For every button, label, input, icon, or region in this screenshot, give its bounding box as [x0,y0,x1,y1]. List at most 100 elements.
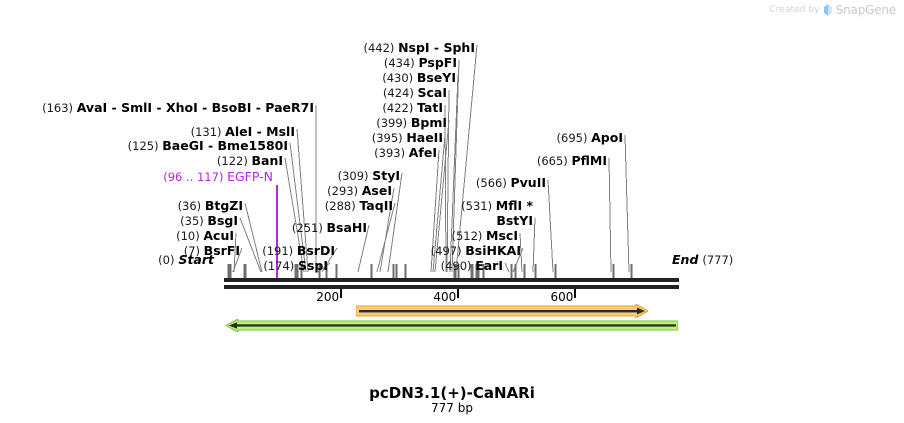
enzyme-name: BanI [251,153,283,168]
sequence-bar-bottom [224,285,679,289]
enzyme-position: (497) [430,244,466,258]
enzyme-name: HaeII [406,130,443,145]
enzyme-name: BstYI [496,213,533,228]
enzyme-name: BsiHKAI [465,243,521,258]
enzyme-position: (10) [176,229,204,243]
enzyme-name: EarI [475,258,503,273]
enzyme-label-bsihkai[interactable]: (497) BsiHKAI [430,243,521,259]
enzyme-name: BsgI [207,213,238,228]
enzyme-name-separator: - [203,138,218,153]
enzyme-label-nspi[interactable]: (442) NspI - SphI [363,40,475,56]
enzyme-position: (393) [374,146,409,160]
enzyme-label-haeii[interactable]: (395) HaeII [371,130,443,146]
enzyme-name: BsoBI [211,100,252,115]
enzyme-name: SspI [297,258,328,273]
enzyme-label-mfli[interactable]: (531) MflI * [461,198,533,214]
enzyme-label-avai[interactable]: (163) AvaI - SmlI - XhoI - BsoBI - PaeR7… [42,100,314,116]
enzyme-label-bseyi[interactable]: (430) BseYI [382,70,456,86]
ruler-tick [574,289,577,298]
enzyme-label-afei[interactable]: (393) AfeI [374,145,437,161]
enzyme-name-separator: - [197,100,212,115]
enzyme-position: (125) [127,139,163,153]
snapgene-brand: SnapGene [835,3,896,17]
enzyme-name-separator: - [251,100,266,115]
enzyme-label-scai[interactable]: (424) ScaI [383,86,447,101]
enzyme-label-asei[interactable]: (293) AseI [327,183,392,199]
enzyme-label-btgzi[interactable]: (36) BtgZI [177,198,243,214]
enzyme-name: BpmI [410,115,447,130]
enzyme-position: (174) [263,259,298,273]
enzyme-name: MslI [266,124,295,139]
enzyme-position: (490) [440,259,476,273]
enzyme-label-bani[interactable]: (122) BanI [216,153,283,169]
enzyme-position: (442) [363,41,399,55]
enzyme-label-acui[interactable]: (10) AcuI [176,228,234,244]
enzyme-label-bpmi[interactable]: (399) BpmI [376,115,447,131]
enzyme-label-pspfi[interactable]: (434) PspFI [384,56,457,71]
enzyme-position: (531) [461,199,496,213]
enzyme-name: MflI * [495,198,533,213]
enzyme-label-apoi[interactable]: (695) ApoI [556,131,623,146]
snapgene-logo-icon [823,4,832,16]
enzyme-name: AseI [361,183,392,198]
enzyme-name-separator: - [252,124,267,139]
enzyme-label-pvuii[interactable]: (566) PvuII [476,176,546,191]
enzyme-label-alei[interactable]: (131) AleI - MslI [190,124,295,140]
enzyme-position: (309) [337,169,373,183]
enzyme-label-bsrfi[interactable]: (7) BsrFI [183,243,240,259]
green-feature-arrow [224,317,679,336]
start-label: (0) Start [158,252,214,268]
enzyme-position: (399) [376,116,411,130]
enzyme-label-pflmi[interactable]: (665) PflMI [536,154,607,169]
enzyme-position: (163) [42,101,77,115]
enzyme-name: AcuI [203,228,234,243]
snapgene-watermark: Created by SnapGene [769,3,896,17]
enzyme-position: (36) [177,199,205,213]
enzyme-name: SphI [443,40,475,55]
enzyme-label-taqii[interactable]: (288) TaqII [325,198,393,214]
enzyme-name: TaqII [359,198,393,213]
enzyme-position: (122) [216,154,252,168]
enzyme-name-separator: - [107,100,122,115]
enzyme-position: (7) [183,244,204,258]
enzyme-name: BseYI [416,70,456,85]
enzyme-label-bstyi[interactable]: BstYI [496,214,533,228]
enzyme-position: (35) [180,214,208,228]
orange-feature-arrow [355,303,650,322]
enzyme-name: NspI [398,40,430,55]
enzyme-label-bsahi[interactable]: (251) BsaHI [292,220,367,236]
enzyme-label-tati[interactable]: (422) TatI [382,101,443,116]
enzyme-name: Bme1580I [217,138,288,153]
enzyme-position: (293) [327,184,362,198]
enzyme-position: (665) [536,154,572,168]
enzyme-position: (695) [556,131,592,145]
ruler-label: 600 [550,290,574,304]
enzyme-name: MscI [486,228,518,243]
enzyme-label-baegi[interactable]: (125) BaeGI - Bme1580I [127,138,288,154]
enzyme-label-eari[interactable]: (490) EarI [440,258,503,274]
enzyme-label-bsgi[interactable]: (35) BsgI [180,213,238,229]
enzyme-label-sspi[interactable]: (174) SspI [263,258,328,274]
feature-label-egfp-n[interactable]: (96 .. 117) EGFP-N [163,170,273,185]
enzyme-name: BsrDI [296,243,335,258]
enzyme-name: BsrFI [203,243,240,258]
enzyme-label-msci[interactable]: (512) MscI [451,228,518,244]
enzyme-label-styi[interactable]: (309) StyI [337,168,400,184]
enzyme-name: PaeR7I [265,100,314,115]
enzyme-name-separator: - [429,40,444,55]
enzyme-name: AfeI [408,145,437,160]
enzyme-name-separator: - [152,100,166,115]
feature-range: (96 .. 117) [163,170,228,184]
page-title: pcDN3.1(+)-CaNARi [369,384,535,402]
enzyme-position: (512) [451,229,487,243]
enzyme-position: (422) [382,101,418,115]
enzyme-name: BsaHI [326,220,367,235]
enzyme-position: (131) [190,125,226,139]
enzyme-position: (191) [262,244,297,258]
enzyme-label-bsrdi[interactable]: (191) BsrDI [262,243,335,259]
enzyme-position: (395) [371,131,407,145]
enzyme-name: BtgZI [204,198,243,213]
sequence-bar-top [224,278,679,282]
enzyme-name: StyI [372,168,400,183]
end-label: End (777) [672,252,734,268]
